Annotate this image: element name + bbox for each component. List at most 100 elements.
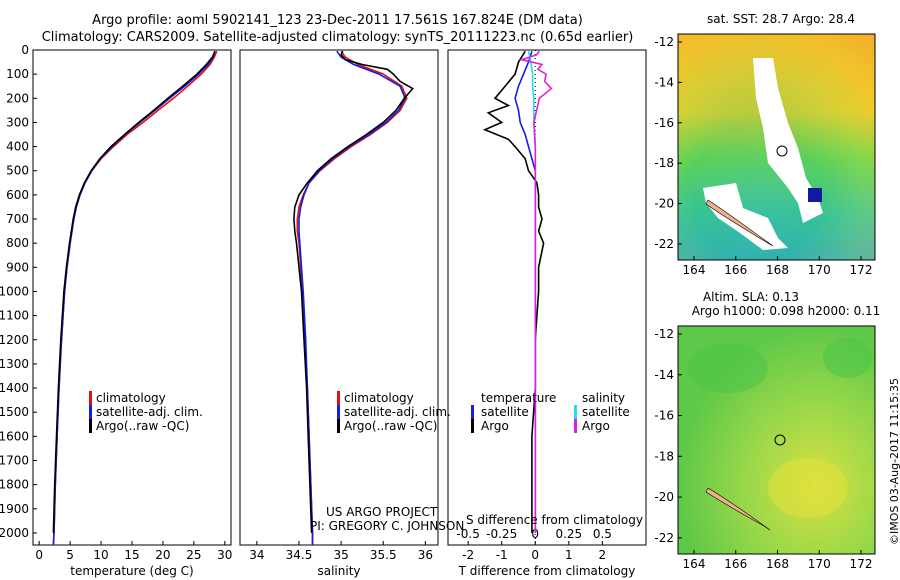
temperature-legend: climatology satellite-adj. clim. Argo(..… (89, 391, 203, 433)
depth-tick-label: 1200 (0, 333, 29, 347)
x-tick-label: 10 (93, 548, 108, 562)
x-tick-label: 30 (217, 548, 232, 562)
float-position (776, 145, 788, 157)
depth-tick-label: 1700 (0, 453, 29, 467)
lat-tick-label: -20 (654, 490, 674, 504)
s-diff-tick-label: -0.25 (486, 527, 517, 541)
legend-label-t-argo: Argo (481, 419, 509, 433)
lon-tick-label: 164 (683, 263, 706, 277)
depth-tick-label: 500 (6, 164, 29, 178)
cold-patch (808, 188, 822, 202)
header-line-1: Argo profile: aoml 5902141_123 23-Dec-20… (92, 13, 583, 28)
depth-tick-label: 1900 (0, 502, 29, 516)
lat-tick-label: -22 (654, 531, 674, 545)
lon-tick-label: 164 (683, 557, 706, 571)
legend-swatch-climatology (89, 391, 92, 405)
lat-tick-label: -12 (654, 35, 674, 49)
x-tick-label: 1 (565, 548, 573, 562)
salinity-xlabel: salinity (317, 564, 360, 578)
legend-swatch-satellite (337, 405, 340, 419)
depth-tick-label: 100 (6, 67, 29, 81)
x-tick-label: 34 (249, 548, 264, 562)
s-diff-tick-label: 0.5 (593, 527, 612, 541)
lon-tick-label: 170 (808, 263, 831, 277)
x-tick-label: -2 (462, 548, 474, 562)
legend-title-salinity: salinity (582, 391, 625, 405)
depth-axis: 0 100 200 300 400 500 600 700 800 900 1000 1100 1200… (0, 43, 37, 540)
x-tick-label: 0 (531, 548, 539, 562)
depth-tick-label: 800 (6, 236, 29, 250)
legend-label-satellite: satellite-adj. clim. (344, 405, 451, 419)
salinity-plot: 34 34.5 35 35.5 36 (249, 50, 433, 562)
x-tick-label: 15 (124, 548, 139, 562)
series-line-satellite-adj-clim- (298, 50, 406, 545)
sla-patch (688, 343, 768, 393)
series-line-argo-raw-qc- (293, 50, 414, 533)
x-tick-label: 5 (66, 548, 74, 562)
depth-tick-label: 400 (6, 140, 29, 154)
legend-label-argo: Argo(..raw -QC) (344, 419, 437, 433)
s-diff-tick-label: 0.25 (555, 527, 582, 541)
lat-tick-label: -16 (654, 409, 674, 423)
temperature-panel (32, 49, 232, 546)
sla-map-title-2: Argo h1000: 0.098 h2000: 0.11 (691, 304, 881, 318)
lat-tick-label: -20 (654, 197, 674, 211)
map-frame (677, 325, 876, 555)
legend-label-satellite: satellite-adj. clim. (96, 405, 203, 419)
sst-map: -12 -14 -16 -18 -20 -22 164 166 168 170 172 (654, 33, 876, 277)
lat-tick-label: -14 (654, 75, 674, 89)
lon-tick-label: 170 (808, 557, 831, 571)
depth-tick-label: 1400 (0, 381, 29, 395)
legend-label-s-argo: Argo (582, 419, 610, 433)
float-position (774, 434, 786, 446)
sst-map-axes: -12 -14 -16 -18 -20 -22 164 166 168 170 172 (654, 35, 872, 277)
series-line-climatology (296, 50, 408, 545)
depth-tick-label: 200 (6, 91, 29, 105)
sla-patch (768, 458, 848, 518)
lat-tick-label: -12 (654, 327, 674, 341)
lon-tick-label: 172 (850, 263, 873, 277)
lon-tick-label: 166 (724, 263, 747, 277)
header-line-2: Climatology: CARS2009. Satellite-adjuste… (41, 30, 634, 45)
legend-swatch-t-argo (471, 419, 474, 433)
depth-tick-label: 1300 (0, 357, 29, 371)
sla-map: -12 -14 -16 -18 -20 -22 164 166 168 170 172 (654, 325, 876, 571)
lat-tick-label: -18 (654, 156, 674, 170)
lon-tick-label: 172 (850, 557, 873, 571)
lon-tick-label: 168 (766, 263, 789, 277)
lat-tick-label: -16 (654, 116, 674, 130)
temperature-xlabel: temperature (deg C) (70, 564, 193, 578)
depth-tick-label: 1000 (0, 284, 29, 298)
legend-swatch-satellite (89, 405, 92, 419)
salinity-panel (239, 49, 439, 546)
difference-panel (447, 49, 647, 546)
sla-map-axes: -12 -14 -16 -18 -20 -22 164 166 168 170 172 (654, 327, 872, 571)
depth-tick-label: 600 (6, 188, 29, 202)
depth-tick-label: 0 (21, 43, 29, 57)
cloud-mask (703, 183, 788, 250)
x-tick-label: 36 (418, 548, 433, 562)
pi-label: PI: GREGORY C. JOHNSON (310, 519, 464, 533)
legend-swatch-argo (337, 419, 340, 433)
legend-label-argo: Argo(..raw -QC) (96, 419, 189, 433)
x-tick-label: 35 (333, 548, 348, 562)
x-tick-label: 34.5 (286, 548, 313, 562)
legend-label-t-satellite: satellite (481, 405, 529, 419)
x-tick-label: 0 (35, 548, 43, 562)
depth-tick-label: 1500 (0, 405, 29, 419)
depth-tick-label: 900 (6, 260, 29, 274)
temperature-plot: 0 5 10 15 20 25 30 (35, 50, 232, 562)
x-tick-label: 2 (599, 548, 607, 562)
depth-tick-label: 1100 (0, 309, 29, 323)
legend-label-climatology: climatology (344, 391, 414, 405)
x-tick-label: 20 (155, 548, 170, 562)
x-tick-label: 35.5 (370, 548, 397, 562)
series-line-argo-raw-qc- (52, 50, 216, 533)
difference-legend: temperature satellite Argo salinity sate… (471, 391, 630, 433)
map-frame (677, 33, 876, 261)
legend-label-s-satellite: satellite (582, 405, 630, 419)
lon-tick-label: 168 (766, 557, 789, 571)
depth-tick-label: 1600 (0, 429, 29, 443)
